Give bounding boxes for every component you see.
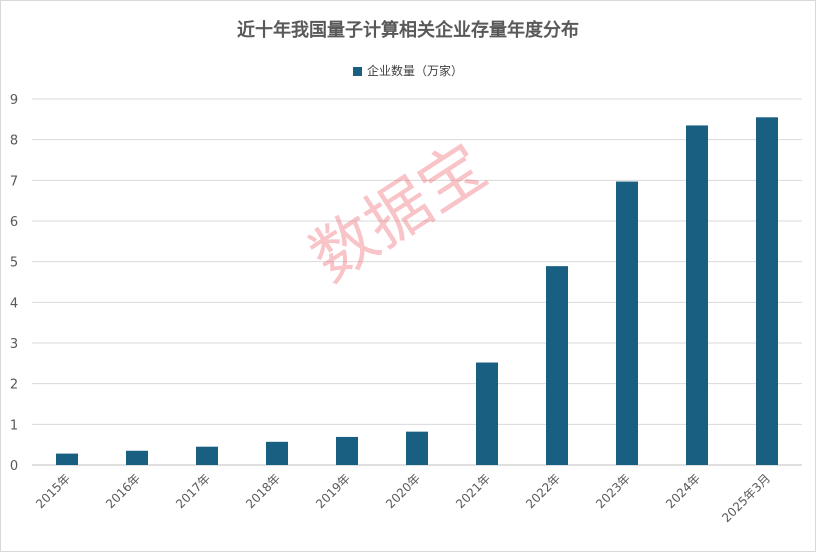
bar (266, 441, 288, 465)
x-tick-label: 2018年 (243, 471, 283, 511)
bar (336, 436, 358, 465)
x-tick-label: 2020年 (383, 471, 423, 511)
x-tick-label: 2015年 (33, 471, 73, 511)
y-tick-label: 1 (10, 418, 18, 433)
legend: 企业数量（万家） (0, 62, 816, 79)
y-tick-label: 7 (10, 174, 18, 189)
bar (126, 450, 148, 465)
legend-swatch (352, 67, 362, 76)
legend-label: 企业数量（万家） (366, 64, 463, 78)
bar (56, 453, 78, 465)
x-tick-label: 2024年 (663, 471, 703, 511)
y-tick-label: 0 (10, 459, 18, 474)
x-tick-label: 2016年 (103, 471, 143, 511)
bar (546, 266, 568, 465)
bar (616, 181, 638, 465)
y-tick-label: 8 (10, 134, 18, 149)
x-tick-label: 2021年 (453, 471, 493, 511)
y-tick-label: 3 (10, 337, 18, 352)
bar (476, 362, 498, 465)
bar (756, 117, 778, 466)
bar (196, 446, 218, 465)
x-tick-label: 2023年 (593, 471, 633, 511)
x-tick-label: 2025年3月 (719, 471, 773, 525)
x-tick-label: 2022年 (523, 471, 563, 511)
y-tick-label: 6 (10, 215, 18, 230)
y-tick-label: 9 (10, 93, 18, 108)
chart-title: 近十年我国量子计算相关企业存量年度分布 (237, 20, 579, 41)
bar (406, 431, 428, 465)
x-tick-label: 2017年 (173, 471, 213, 511)
y-tick-label: 2 (10, 378, 18, 393)
y-tick-label: 4 (10, 296, 18, 311)
y-tick-label: 5 (10, 256, 18, 271)
x-tick-label: 2019年 (313, 471, 353, 511)
bar (686, 125, 708, 465)
